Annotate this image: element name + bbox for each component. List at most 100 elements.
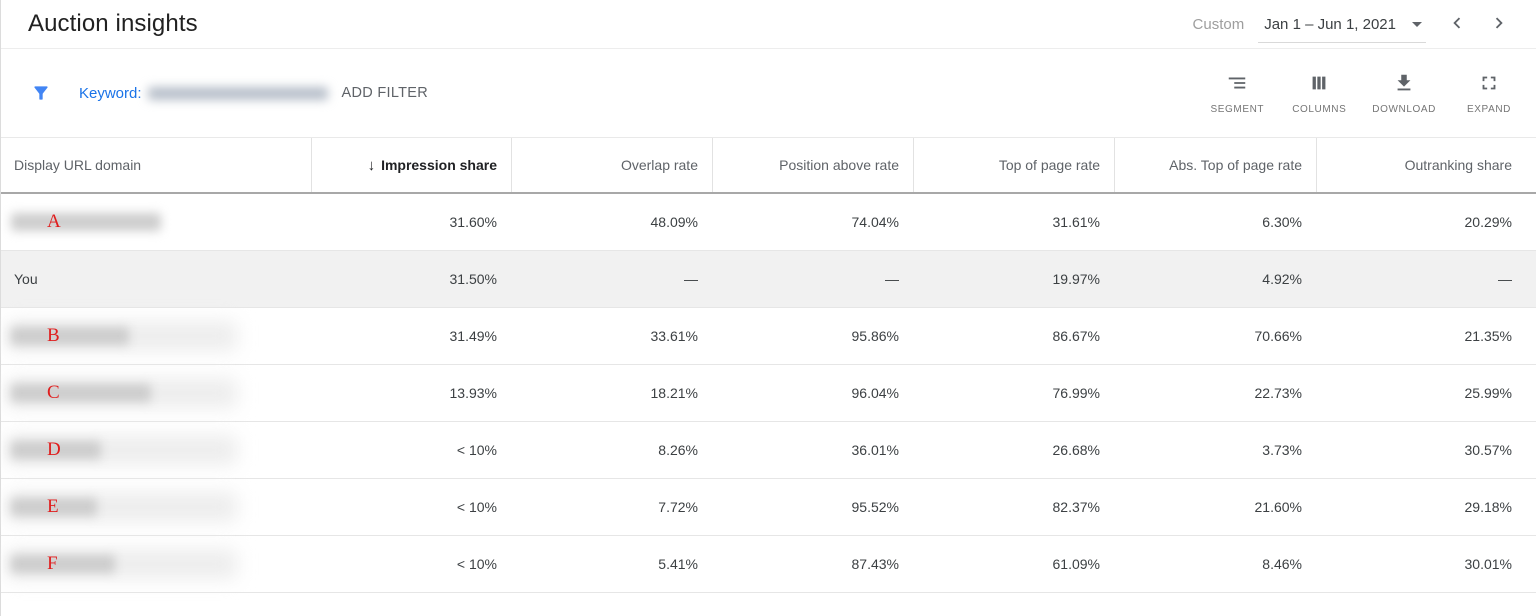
- outranking-share-cell: 20.29%: [1464, 214, 1512, 230]
- position-above-rate-cell: 95.86%: [851, 328, 899, 344]
- column-header-label: Display URL domain: [14, 157, 142, 173]
- redacted-domain: [11, 441, 101, 459]
- columns-label: COLUMNS: [1292, 103, 1347, 115]
- download-button[interactable]: DOWNLOAD: [1372, 72, 1436, 115]
- overlap-rate-cell: 8.26%: [658, 442, 698, 458]
- filter-bar: Keyword: ADD FILTER SEGMENT COLUMNS: [1, 49, 1536, 138]
- domain-label: A: [47, 211, 61, 232]
- domain-cell: F: [1, 536, 311, 592]
- table-row: D < 10% 8.26% 36.01% 26.68% 3.73% 30.57%: [1, 422, 1536, 479]
- redacted-domain: [11, 498, 97, 516]
- domain-label: C: [47, 382, 60, 403]
- abs-top-of-page-rate-cell: 22.73%: [1254, 385, 1302, 401]
- columns-button[interactable]: COLUMNS: [1290, 72, 1348, 115]
- position-above-rate-cell: 96.04%: [851, 385, 899, 401]
- prev-period-button[interactable]: [1446, 12, 1468, 37]
- domain-cell: C: [1, 365, 311, 421]
- column-header-abs-top-of-page-rate[interactable]: Abs. Top of page rate: [1114, 138, 1316, 192]
- column-header-label: Outranking share: [1404, 157, 1512, 173]
- outranking-share-cell: 30.01%: [1464, 556, 1512, 572]
- outranking-share-cell: 25.99%: [1464, 385, 1512, 401]
- top-of-page-rate-cell: 19.97%: [1052, 271, 1100, 287]
- column-header-domain[interactable]: Display URL domain: [1, 138, 311, 192]
- redacted-domain: [11, 213, 161, 231]
- next-period-button[interactable]: [1488, 12, 1510, 37]
- chevron-right-icon: [1488, 12, 1510, 37]
- expand-label: EXPAND: [1467, 103, 1511, 115]
- top-of-page-rate-cell: 26.68%: [1052, 442, 1100, 458]
- abs-top-of-page-rate-cell: 3.73%: [1262, 442, 1302, 458]
- table-row: E < 10% 7.72% 95.52% 82.37% 21.60% 29.18…: [1, 479, 1536, 536]
- column-header-impression-share[interactable]: ↓ Impression share: [311, 138, 511, 192]
- domain-label: E: [47, 496, 59, 517]
- impression-share-cell: 31.60%: [449, 214, 497, 230]
- domain-label: D: [47, 439, 61, 460]
- domain-cell: A: [1, 194, 311, 250]
- top-of-page-rate-cell: 31.61%: [1052, 214, 1100, 230]
- domain-label: B: [47, 325, 60, 346]
- overlap-rate-cell: 18.21%: [650, 385, 698, 401]
- table-header-row: Display URL domain ↓ Impression share Ov…: [1, 138, 1536, 194]
- redacted-keyword-value: [147, 86, 328, 100]
- segment-icon: [1226, 72, 1248, 97]
- date-mode-label: Custom: [1192, 15, 1245, 33]
- domain-label: F: [47, 553, 58, 574]
- outranking-share-cell: 21.35%: [1464, 328, 1512, 344]
- impression-share-cell: < 10%: [456, 442, 497, 458]
- column-header-overlap-rate[interactable]: Overlap rate: [511, 138, 712, 192]
- column-header-outranking-share[interactable]: Outranking share: [1316, 138, 1536, 192]
- keyword-filter-chip[interactable]: Keyword:: [79, 85, 328, 102]
- impression-share-cell: < 10%: [456, 499, 497, 515]
- sort-descending-icon: ↓: [367, 156, 376, 174]
- auction-insights-table: Display URL domain ↓ Impression share Ov…: [1, 138, 1536, 593]
- position-above-rate-cell: 36.01%: [851, 442, 899, 458]
- segment-button[interactable]: SEGMENT: [1208, 72, 1266, 115]
- table-row: F < 10% 5.41% 87.43% 61.09% 8.46% 30.01%: [1, 536, 1536, 593]
- domain-cell: E: [1, 479, 311, 535]
- table-row: A 31.60% 48.09% 74.04% 31.61% 6.30% 20.2…: [1, 194, 1536, 251]
- overlap-rate-cell: —: [684, 271, 698, 287]
- top-of-page-rate-cell: 76.99%: [1052, 385, 1100, 401]
- domain-cell: You: [1, 251, 311, 307]
- outranking-share-cell: —: [1498, 271, 1512, 287]
- overlap-rate-cell: 33.61%: [650, 328, 698, 344]
- column-header-label: Impression share: [381, 157, 497, 173]
- download-icon: [1393, 72, 1415, 97]
- expand-icon: [1478, 72, 1500, 97]
- column-header-label: Overlap rate: [620, 157, 698, 173]
- overlap-rate-cell: 7.72%: [658, 499, 698, 515]
- expand-button[interactable]: EXPAND: [1460, 72, 1518, 115]
- column-header-top-of-page-rate[interactable]: Top of page rate: [913, 138, 1114, 192]
- chevron-left-icon: [1446, 12, 1468, 37]
- abs-top-of-page-rate-cell: 21.60%: [1254, 499, 1302, 515]
- filter-icon: [31, 83, 51, 103]
- abs-top-of-page-rate-cell: 6.30%: [1262, 214, 1302, 230]
- domain-cell: B: [1, 308, 311, 364]
- impression-share-cell: 31.49%: [449, 328, 497, 344]
- add-filter-button[interactable]: ADD FILTER: [341, 85, 429, 101]
- date-range-picker[interactable]: Custom Jan 1 – Jun 1, 2021: [1192, 12, 1510, 43]
- abs-top-of-page-rate-cell: 4.92%: [1262, 271, 1302, 287]
- abs-top-of-page-rate-cell: 8.46%: [1262, 556, 1302, 572]
- date-range-control[interactable]: Jan 1 – Jun 1, 2021: [1258, 15, 1426, 43]
- outranking-share-cell: 30.57%: [1464, 442, 1512, 458]
- page-header: Auction insights Custom Jan 1 – Jun 1, 2…: [1, 0, 1536, 49]
- redacted-domain: [11, 327, 129, 345]
- top-of-page-rate-cell: 61.09%: [1052, 556, 1100, 572]
- date-range-value: Jan 1 – Jun 1, 2021: [1264, 15, 1396, 33]
- top-of-page-rate-cell: 86.67%: [1052, 328, 1100, 344]
- position-above-rate-cell: 95.52%: [851, 499, 899, 515]
- column-header-position-above-rate[interactable]: Position above rate: [712, 138, 913, 192]
- abs-top-of-page-rate-cell: 70.66%: [1254, 328, 1302, 344]
- column-header-label: Abs. Top of page rate: [1169, 157, 1302, 173]
- domain-cell: D: [1, 422, 311, 478]
- position-above-rate-cell: 74.04%: [851, 214, 899, 230]
- outranking-share-cell: 29.18%: [1464, 499, 1512, 515]
- columns-icon: [1308, 72, 1330, 97]
- position-above-rate-cell: —: [885, 271, 899, 287]
- impression-share-cell: 31.50%: [449, 271, 497, 287]
- chevron-down-icon: [1412, 21, 1422, 27]
- table-row-you: You 31.50% — — 19.97% 4.92% —: [1, 251, 1536, 308]
- overlap-rate-cell: 48.09%: [650, 214, 698, 230]
